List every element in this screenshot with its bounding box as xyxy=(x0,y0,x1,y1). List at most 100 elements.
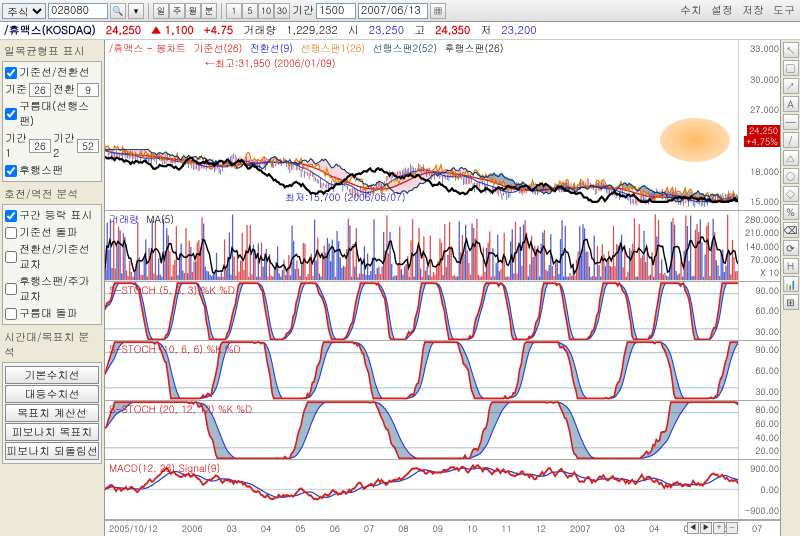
menu-save[interactable]: 저장 xyxy=(739,3,767,18)
tool-trend-icon[interactable]: ∕ xyxy=(783,132,799,148)
stoch1-legend: S-STOCH (5, 3, 3) %K %D xyxy=(107,283,237,297)
chk-kijun-tenkan[interactable] xyxy=(5,67,17,79)
price-panel[interactable]: /휴맥스 - 봉차트 기준선(26) 전환선(9) 선행스팬1(26) 선행스팬… xyxy=(105,40,780,211)
inp-tenkan[interactable] xyxy=(77,83,99,97)
panels: /휴맥스 - 봉차트 기준선(26) 전환선(9) 선행스팬1(26) 선행스팬… xyxy=(105,40,780,536)
period-day[interactable]: 일 xyxy=(153,3,169,19)
ichimoku-title: 일목균형표 표시 xyxy=(2,42,102,61)
period-month[interactable]: 월 xyxy=(185,3,201,19)
stoch1-panel[interactable]: S-STOCH (5, 3, 3) %K %D 90.0060.0030.00 xyxy=(105,282,780,342)
last-price: 24,250 xyxy=(106,23,141,38)
chk-sr1[interactable] xyxy=(5,210,17,222)
open-value: 23,250 xyxy=(369,23,404,38)
lbl-sr5: 구름대 돌파 xyxy=(19,306,78,321)
tool-refresh-icon[interactable]: ⟳ xyxy=(783,240,799,256)
btn-fibo-t[interactable]: 피보나치 목표치 xyxy=(5,423,99,441)
period-input[interactable] xyxy=(316,3,356,19)
stoch2-panel[interactable]: S-STOCH (10, 6, 6) %K %D 90.0060.0030.00 xyxy=(105,341,780,401)
date-input[interactable] xyxy=(358,3,428,19)
open-label: 시 xyxy=(348,23,359,38)
lbl-sr2: 기준선 돌파 xyxy=(19,225,78,240)
macd-panel[interactable]: MACD(12, 26) Signal(9) 900.000.00-900.00 xyxy=(105,460,780,520)
tool-rect-icon[interactable]: □ xyxy=(783,60,799,76)
btn-target[interactable]: 목표치 계산선 xyxy=(5,404,99,422)
chk-cloud[interactable] xyxy=(5,108,17,120)
lbl-cloud: 구름대(선행스팬) xyxy=(19,99,99,129)
dropdown-icon[interactable]: ▾ xyxy=(128,3,144,19)
lbl-lag: 후행스팬 xyxy=(19,163,63,178)
btn-fibo-r[interactable]: 피보나치 되돌림선 xyxy=(5,442,99,460)
volume-svg xyxy=(105,211,780,280)
chk-lag[interactable] xyxy=(5,165,17,177)
lbl-sr3: 전환선/기준선 교차 xyxy=(19,242,99,272)
market-select[interactable]: 주식 xyxy=(2,3,46,19)
code-input[interactable] xyxy=(48,3,108,19)
price-change-pct: +4.75 xyxy=(204,23,234,38)
lbl-tenkan: 전환 xyxy=(53,82,75,97)
sidebar: 일목균형표 표시 기준선/전환선 기준 전환 구름대(선행스팬) 기간1 기간2… xyxy=(0,40,105,536)
menu-math[interactable]: 수치 xyxy=(677,3,705,18)
tool-hline-icon[interactable]: — xyxy=(783,114,799,130)
tool-grid-icon[interactable]: ⊞ xyxy=(783,294,799,310)
stoch2-legend: S-STOCH (10, 6, 6) %K %D xyxy=(107,342,243,356)
btn-equal[interactable]: 대등수치선 xyxy=(5,385,99,403)
vol-label: 거래량 xyxy=(243,23,276,38)
low-value: 23,200 xyxy=(501,23,536,38)
period-group: 일 주 월 분 xyxy=(153,3,217,19)
min-10[interactable]: 10 xyxy=(258,3,274,19)
min-30[interactable]: 30 xyxy=(274,3,290,19)
price-change: ▲ 1,100 xyxy=(151,23,194,38)
lbl-kijun-tenkan: 기준선/전환선 xyxy=(19,65,90,80)
min-5[interactable]: 5 xyxy=(242,3,258,19)
period-week[interactable]: 주 xyxy=(169,3,185,19)
volume-value: 1,229,232 xyxy=(286,23,338,38)
chk-sr3[interactable] xyxy=(5,251,17,263)
period-label: 기간 xyxy=(292,3,314,18)
stoch1-yaxis: 90.0060.0030.00 xyxy=(738,282,780,341)
high-value: 24,350 xyxy=(435,23,470,38)
lbl-sr4: 후행스팬/주가 교차 xyxy=(19,274,99,304)
btn-basic[interactable]: 기본수치선 xyxy=(5,366,99,384)
tool-text-icon[interactable]: A xyxy=(783,96,799,112)
volume-panel[interactable]: 거래량 MA(5) 280,000210,000140,00070,000X 1… xyxy=(105,211,780,281)
drawing-toolbar: ↖ □ ↗ A — ∕ △ ○ ◇ % ⌫ ⟳ H 📊 ⊞ xyxy=(780,40,800,536)
tool-triangle-icon[interactable]: △ xyxy=(783,150,799,166)
target-title: 시간대/목표치 분석 xyxy=(2,328,102,362)
menu-settings[interactable]: 설정 xyxy=(708,3,736,18)
price-panel-legend: /휴맥스 - 봉차트 기준선(26) 전환선(9) 선행스팬1(26) 선행스팬… xyxy=(107,41,506,55)
tool-h-icon[interactable]: H xyxy=(783,258,799,274)
stoch3-yaxis: 80.0060.0040.0020.00 xyxy=(738,401,780,460)
vol-yaxis: 280,000210,000140,00070,000X 10 xyxy=(738,211,780,280)
price-chart-svg xyxy=(105,40,780,210)
chk-sr2[interactable] xyxy=(5,227,17,239)
x-axis: 2005/10/12200603040506070809101112200703… xyxy=(105,520,780,536)
tool-pointer-icon[interactable]: ↖ xyxy=(783,42,799,58)
tool-erase-icon[interactable]: ⌫ xyxy=(783,222,799,238)
lbl-p2: 기간2 xyxy=(53,131,75,161)
inp-p1[interactable] xyxy=(29,139,51,153)
price-tag-pct: +4.75% xyxy=(744,136,780,147)
sr-title: 호전/역전 분석 xyxy=(2,185,102,204)
menu-tools[interactable]: 도구 xyxy=(770,3,798,18)
tool-chart-icon[interactable]: 📊 xyxy=(783,276,799,292)
inp-p2[interactable] xyxy=(77,139,99,153)
x-scroll-controls[interactable]: ◀▶+− xyxy=(687,522,738,534)
lbl-kijun: 기준 xyxy=(5,82,27,97)
tool-diamond-icon[interactable]: ◇ xyxy=(783,186,799,202)
macd-legend: MACD(12, 26) Signal(9) xyxy=(107,461,222,475)
main-layout: 일목균형표 표시 기준선/전환선 기준 전환 구름대(선행스팬) 기간1 기간2… xyxy=(0,40,800,536)
tool-arrow-icon[interactable]: ↗ xyxy=(783,78,799,94)
tool-circle-icon[interactable]: ○ xyxy=(783,168,799,184)
vol-legend: 거래량 MA(5) xyxy=(107,212,176,226)
search-icon[interactable]: 🔍 xyxy=(110,3,126,19)
stoch3-panel[interactable]: S-STOCH (20, 12, 12) %K %D 80.0060.0040.… xyxy=(105,401,780,461)
calendar-icon[interactable]: ▦ xyxy=(430,3,446,19)
toolbar-right: 수치 설정 저장 도구 xyxy=(677,3,798,18)
chk-sr4[interactable] xyxy=(5,283,17,295)
price-bar: /휴맥스(KOSDAQ) 24,250 ▲ 1,100 +4.75 거래량 1,… xyxy=(0,22,800,40)
min-1[interactable]: 1 xyxy=(226,3,242,19)
inp-kijun[interactable] xyxy=(29,83,51,97)
tool-percent-icon[interactable]: % xyxy=(783,204,799,220)
period-min[interactable]: 분 xyxy=(201,3,217,19)
chk-sr5[interactable] xyxy=(5,308,17,320)
